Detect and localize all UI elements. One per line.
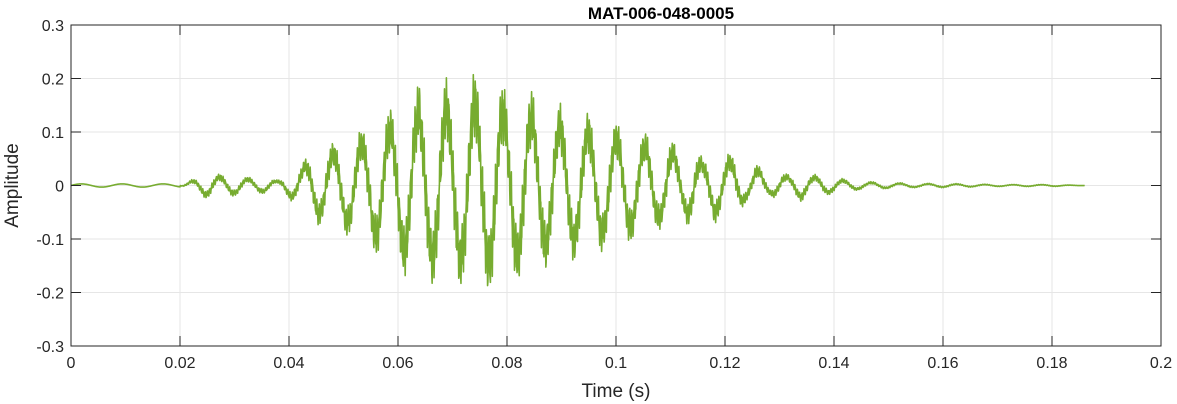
x-tick-label: 0.18	[1036, 355, 1067, 372]
x-tick-label: 0.08	[491, 355, 522, 372]
x-tick-label: 0.2	[1150, 355, 1172, 372]
x-tick-label: 0.14	[818, 355, 849, 372]
ticks: 0 0.02 0.04 0.06 0.08 0.1 0.12 0.14 0.16 0.18 0.2 -…	[36, 18, 1172, 372]
x-tick-label: 0.06	[382, 355, 413, 372]
y-tick-label: 0.1	[42, 125, 64, 142]
x-tick-label: 0.04	[273, 355, 304, 372]
x-tick-label: 0.12	[709, 355, 740, 372]
y-tick-label: -0.3	[36, 339, 64, 356]
x-tick-label: 0.02	[164, 355, 195, 372]
x-tick-label: 0.1	[605, 355, 627, 372]
y-axis-label: Amplitude	[2, 143, 23, 228]
y-tick-label: 0.3	[42, 18, 64, 35]
x-axis-label: Time (s)	[582, 381, 651, 402]
x-tick-label: 0	[67, 355, 76, 372]
y-tick-label: -0.1	[36, 232, 64, 249]
x-tick-label: 0.16	[927, 355, 958, 372]
y-tick-label: 0.2	[42, 72, 64, 89]
y-tick-label: -0.2	[36, 286, 64, 303]
plot-area	[70, 73, 1086, 287]
waveform-series-line	[70, 73, 1086, 287]
y-tick-label: 0	[55, 179, 64, 196]
chart-title: MAT-006-048-0005	[588, 4, 734, 23]
